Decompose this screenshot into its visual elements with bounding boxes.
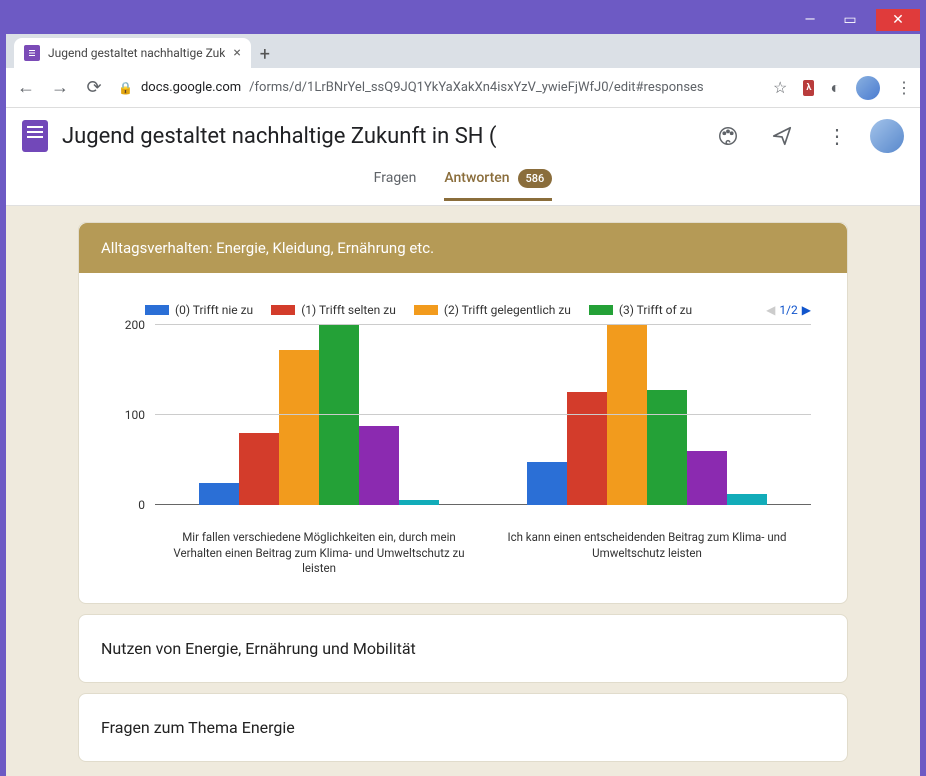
gridline <box>155 324 811 325</box>
address-bar: ← → ⟳ 🔒 docs.google.com/forms/d/1LrBNrYe… <box>6 68 920 108</box>
chart-area: 0100200 Mir fallen verschiedene Möglichk… <box>115 325 811 535</box>
legend-label: (3) Trifft of zu <box>619 303 692 317</box>
gridline <box>155 414 811 415</box>
maximize-button[interactable]: ▭ <box>836 9 864 31</box>
section-card-energie[interactable]: Fragen zum Thema Energie <box>78 693 848 762</box>
x-tick-label: Mir fallen verschiedene Möglichkeiten ei… <box>155 524 483 577</box>
legend-swatch <box>589 305 613 315</box>
x-axis-labels: Mir fallen verschiedene Möglichkeiten ei… <box>155 524 811 577</box>
legend-swatch <box>414 305 438 315</box>
tab-responses[interactable]: Antworten 586 <box>444 169 552 201</box>
bar <box>199 483 239 506</box>
y-tick-label: 200 <box>125 318 145 332</box>
y-axis: 0100200 <box>115 325 151 505</box>
form-tabs: Fragen Antworten 586 <box>6 164 920 206</box>
legend-label: (0) Trifft nie zu <box>175 303 253 317</box>
section-card-nutzen[interactable]: Nutzen von Energie, Ernährung und Mobili… <box>78 614 848 683</box>
forward-button[interactable]: → <box>50 77 70 98</box>
star-icon[interactable]: ☆ <box>773 78 787 97</box>
legend-swatch <box>145 305 169 315</box>
bar <box>359 426 399 505</box>
section-card-alltagsverhalten: Alltagsverhalten: Energie, Kleidung, Ern… <box>78 222 848 604</box>
tab-close-icon[interactable]: × <box>233 45 240 61</box>
tab-questions-label: Fragen <box>374 170 417 186</box>
window-frame: — ▭ ✕ Jugend gestaltet nachhaltige Zuk ×… <box>0 0 926 760</box>
profile-avatar[interactable] <box>856 76 880 100</box>
new-tab-button[interactable]: + <box>251 40 279 68</box>
y-tick-label: 0 <box>138 498 145 512</box>
minimize-button[interactable]: — <box>796 9 824 31</box>
bar-group <box>483 325 811 505</box>
bar <box>279 350 319 505</box>
bar <box>567 392 607 505</box>
chart-bars <box>155 325 811 505</box>
forms-header: Jugend gestaltet nachhaltige Zukunft in … <box>6 108 920 164</box>
tab-title: Jugend gestaltet nachhaltige Zuk <box>48 46 225 60</box>
account-avatar[interactable] <box>870 119 904 153</box>
legend-item: (2) Trifft gelegentlich zu <box>414 303 571 317</box>
extension-icon[interactable]: ◐ <box>830 78 840 98</box>
legend-label: (1) Trifft selten zu <box>301 303 396 317</box>
lock-icon: 🔒 <box>118 81 133 95</box>
legend-item: (0) Trifft nie zu <box>145 303 253 317</box>
send-button[interactable] <box>762 116 802 156</box>
window-titlebar: — ▭ ✕ <box>6 6 920 34</box>
bar <box>687 451 727 505</box>
bar <box>319 325 359 505</box>
bar <box>527 462 567 505</box>
bar <box>647 390 687 505</box>
tab-strip: Jugend gestaltet nachhaltige Zuk × + <box>6 34 920 68</box>
menu-icon[interactable]: ⋮ <box>896 78 910 97</box>
legend-item: (3) Trifft of zu <box>589 303 692 317</box>
bar <box>607 325 647 505</box>
y-tick-label: 100 <box>125 408 145 422</box>
browser-tab[interactable]: Jugend gestaltet nachhaltige Zuk × <box>14 38 251 68</box>
legend-label: (2) Trifft gelegentlich zu <box>444 303 571 317</box>
tab-questions[interactable]: Fragen <box>374 170 417 199</box>
bar-group <box>155 325 483 505</box>
section-title: Fragen zum Thema Energie <box>79 694 847 761</box>
more-button[interactable]: ⋮ <box>816 116 856 156</box>
form-title[interactable]: Jugend gestaltet nachhaltige Zukunft in … <box>62 124 694 149</box>
x-tick-label: Ich kann einen entscheidenden Beitrag zu… <box>483 524 811 577</box>
reload-button[interactable]: ⟳ <box>84 77 104 98</box>
pager-text: 1/2 <box>779 303 797 317</box>
favicon-icon <box>24 45 40 61</box>
section-header: Alltagsverhalten: Energie, Kleidung, Ern… <box>79 223 847 273</box>
section-title: Nutzen von Energie, Ernährung und Mobili… <box>79 615 847 682</box>
back-button[interactable]: ← <box>16 77 36 98</box>
tab-responses-label: Antworten <box>444 170 509 186</box>
bar <box>727 494 767 505</box>
close-button[interactable]: ✕ <box>876 9 920 31</box>
responses-content: Alltagsverhalten: Energie, Kleidung, Ern… <box>6 206 920 776</box>
chart-container: (0) Trifft nie zu (1) Trifft selten zu (2)… <box>115 303 811 589</box>
bar <box>239 433 279 505</box>
pdf-extension-icon[interactable]: λ <box>803 80 814 96</box>
pager-next-icon[interactable]: ▶ <box>802 303 811 317</box>
forms-logo-icon[interactable] <box>22 120 48 152</box>
legend-swatch <box>271 305 295 315</box>
browser-window: Jugend gestaltet nachhaltige Zuk × + ← →… <box>6 34 920 776</box>
chart-plot <box>155 325 811 505</box>
chart-legend: (0) Trifft nie zu (1) Trifft selten zu (2)… <box>115 303 811 317</box>
page-content: Jugend gestaltet nachhaltige Zukunft in … <box>6 108 920 776</box>
bar <box>399 500 439 505</box>
pager-prev-icon[interactable]: ◀ <box>766 303 775 317</box>
palette-button[interactable] <box>708 116 748 156</box>
legend-item: (1) Trifft selten zu <box>271 303 396 317</box>
url-path: /forms/d/1LrBNrYel_ssQ9JQ1YkYaXakXn4isxY… <box>249 80 703 95</box>
omnibox[interactable]: 🔒 docs.google.com/forms/d/1LrBNrYel_ssQ9… <box>118 80 759 95</box>
url-host: docs.google.com <box>141 80 241 95</box>
chart-pager: ◀ 1/2 ▶ <box>766 303 811 317</box>
responses-badge: 586 <box>518 169 553 188</box>
